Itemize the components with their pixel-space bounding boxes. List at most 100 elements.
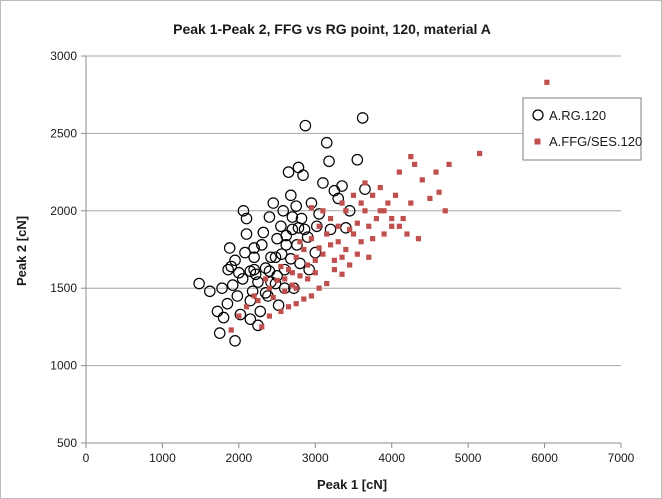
ffg-point-38 <box>396 169 402 175</box>
rg-point-85 <box>222 263 234 276</box>
ffg-point-49 <box>446 161 452 167</box>
ffg-point-77 <box>327 242 334 248</box>
ffg-point-56 <box>331 267 337 273</box>
ffg-point-60 <box>301 296 307 302</box>
ffg-point-69 <box>408 154 414 160</box>
rg-point-73 <box>259 287 272 299</box>
ffg-point-35 <box>385 200 391 206</box>
ffg-point-31 <box>370 192 376 198</box>
ffg-point-8 <box>282 288 288 294</box>
rg-point-13 <box>240 212 253 225</box>
ffg-point-18 <box>320 251 326 257</box>
rg-point-20 <box>254 305 267 318</box>
ffg-point-58 <box>316 285 322 291</box>
ffg-point-1 <box>236 313 242 319</box>
rg-point-62 <box>248 263 260 276</box>
rg-point-36 <box>285 189 297 202</box>
ffg-point-75 <box>305 276 311 282</box>
y-tick-label-1: 1000 <box>50 359 77 373</box>
ffg-point-51 <box>544 79 550 85</box>
ffg-point-67 <box>377 208 383 214</box>
rg-point-4 <box>217 311 230 324</box>
ffg-point-9 <box>285 267 292 273</box>
ffg-point-61 <box>293 301 299 307</box>
rg-point-31 <box>275 220 287 233</box>
rg-point-75 <box>223 242 236 254</box>
ffg-point-30 <box>366 254 372 260</box>
ffg-point-55 <box>339 271 345 277</box>
rg-point-49 <box>317 177 329 189</box>
rg-point-66 <box>280 229 293 242</box>
ffg-point-76 <box>312 257 318 263</box>
ffg-point-3 <box>255 297 261 304</box>
tick-labels: 0 1000 2000 3000 4000 5000 6000 7000 500 1000 1500… <box>50 49 634 465</box>
ffg-point-47 <box>436 189 442 195</box>
ffg-point-83 <box>381 208 387 214</box>
rg-point-84 <box>216 282 228 294</box>
rg-point-80 <box>292 222 305 234</box>
ffg-point-45 <box>427 195 433 202</box>
rg-point-32 <box>277 205 289 217</box>
rg-point-5 <box>221 297 234 310</box>
ffg-point-21 <box>331 257 337 263</box>
rg-point-28 <box>269 251 282 264</box>
rg-point-39 <box>290 200 302 212</box>
ffg-point-36 <box>389 223 395 229</box>
ffg-point-63 <box>308 205 315 211</box>
x-tick-label-3: 3000 <box>302 451 329 465</box>
y-tick-label-3: 2000 <box>50 204 77 218</box>
ffg-point-11 <box>293 254 299 260</box>
ffg-point-25 <box>347 226 353 232</box>
rg-point-59 <box>356 112 369 124</box>
x-axis-label: Peak 1 [cN] <box>317 477 387 492</box>
rg-point-67 <box>286 211 299 223</box>
rg-point-11 <box>236 273 249 285</box>
x-tick-label-1: 1000 <box>149 451 176 465</box>
rg-point-50 <box>320 136 333 149</box>
rg-point-44 <box>299 119 312 132</box>
rg-point-22 <box>257 226 270 239</box>
y-axis-label: Peak 2 [cN] <box>14 216 29 286</box>
y-tick-label-5: 3000 <box>50 49 77 63</box>
ffg-point-89 <box>316 245 322 251</box>
y-tick-label-0: 500 <box>57 436 77 450</box>
rg-point-43 <box>297 169 309 181</box>
rg-point-12 <box>239 246 251 259</box>
rg-point-21 <box>255 239 268 251</box>
ffg-point-43 <box>415 236 422 242</box>
rg-point-51 <box>323 155 335 168</box>
rg-point-69 <box>298 223 311 236</box>
ffg-point-32 <box>373 215 380 222</box>
x-tick-label-0: 0 <box>83 451 90 465</box>
ffg-point-72 <box>278 263 284 270</box>
ffg-point-71 <box>270 294 276 301</box>
ffg-point-54 <box>347 262 353 268</box>
ffg-point-68 <box>396 223 402 229</box>
ffg-point-19 <box>324 231 330 237</box>
legend-marker-ffg <box>534 138 541 145</box>
x-tick-label-5: 5000 <box>455 451 482 465</box>
legend: A.RG.120 A.FFG/SES.120 <box>522 97 642 161</box>
ffg-point-87 <box>282 276 288 282</box>
rg-point-55 <box>336 180 348 192</box>
rg-point-9 <box>231 290 244 302</box>
rg-point-7 <box>226 279 239 291</box>
ffg-point-78 <box>335 223 341 229</box>
ffg-point-20 <box>327 215 334 222</box>
rg-point-14 <box>237 205 250 217</box>
series-ffg <box>228 79 550 333</box>
ffg-point-5 <box>266 285 273 291</box>
ffg-point-28 <box>358 239 364 245</box>
ffg-point-34 <box>381 231 387 237</box>
ffg-point-73 <box>289 270 295 276</box>
rg-point-18 <box>249 268 262 281</box>
ffg-point-10 <box>289 282 295 288</box>
ffg-point-86 <box>266 313 273 319</box>
ffg-point-26 <box>350 192 357 198</box>
ffg-point-39 <box>400 215 406 222</box>
ffg-point-81 <box>358 200 364 206</box>
ffg-point-7 <box>278 308 284 315</box>
ffg-point-70 <box>263 276 269 282</box>
rg-point-40 <box>292 161 305 174</box>
